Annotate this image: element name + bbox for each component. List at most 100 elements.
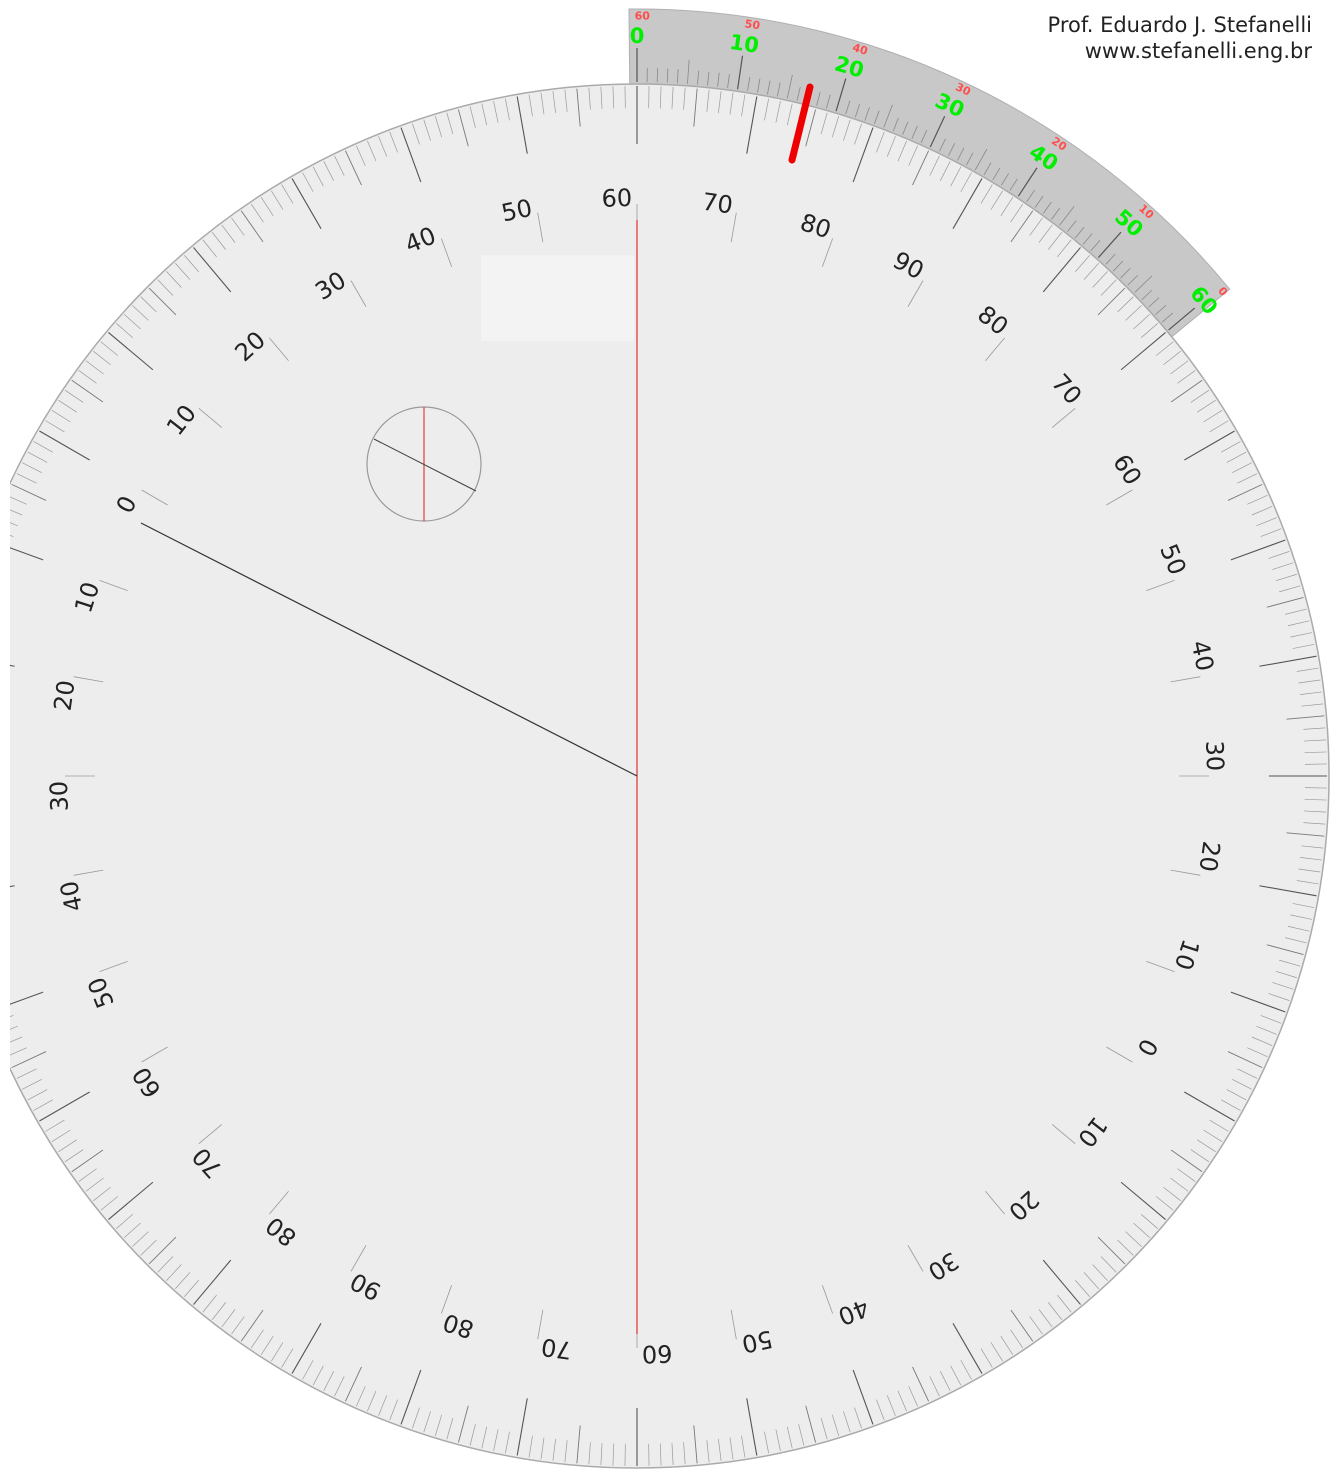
graduation-tick [10, 496, 27, 505]
vernier-tick [939, 138, 946, 152]
graduation-tick [950, 1365, 962, 1386]
vernier-tick [1141, 289, 1153, 301]
graduation-tick [1047, 232, 1063, 250]
vernier-tick [1097, 231, 1122, 258]
graduation-tick [1221, 1099, 1241, 1111]
label-leader-tick [73, 676, 104, 683]
vernier-tick [717, 72, 720, 87]
graduation-tick [1256, 517, 1277, 527]
graduation-tick [10, 1025, 18, 1030]
vernier-tick [1009, 178, 1018, 191]
graduation-tick [1290, 914, 1312, 920]
graduation-tick [1260, 528, 1282, 537]
graduation-tick [741, 1435, 746, 1458]
graduation-tick [1170, 360, 1189, 375]
graduation-tick [1190, 1149, 1210, 1163]
graduation-tick [1275, 573, 1297, 582]
vernier-tick [902, 121, 909, 135]
graduation-tick [0, 563, 2, 570]
label-leader-tick [537, 212, 544, 243]
magnifier-circle[interactable] [366, 406, 482, 522]
vernier-tick [1134, 275, 1153, 293]
graduation-tick [271, 1342, 284, 1362]
graduation-tick [367, 140, 377, 162]
vernier-tick [767, 80, 771, 95]
graduation-tick [576, 88, 581, 127]
vernier-tick [1059, 206, 1075, 226]
label-leader-tick [907, 1245, 924, 1272]
graduation-tick [221, 1309, 236, 1328]
graduation-tick [1057, 1294, 1072, 1313]
vernier-tick [1075, 226, 1085, 239]
graduation-tick [552, 1438, 556, 1461]
graduation-tick [516, 1398, 528, 1456]
graduation-tick [952, 178, 983, 229]
graduation-tick [302, 172, 314, 192]
protractor-label: 40 [1185, 638, 1219, 674]
graduation-tick [1083, 1272, 1099, 1290]
vernier-tick [835, 78, 847, 112]
graduation-tick [0, 982, 2, 989]
graduation-tick [45, 1119, 65, 1132]
graduation-tick [1125, 305, 1142, 321]
graduation-tick [93, 1186, 111, 1202]
graduation-tick [45, 420, 65, 433]
graduation-tick [27, 1089, 48, 1101]
vernier-tick [727, 74, 730, 88]
graduation-tick [108, 1181, 154, 1220]
graduation-tick [1092, 1264, 1108, 1281]
protractor-pointer-line[interactable] [140, 522, 638, 777]
label-leader-tick [141, 489, 168, 506]
graduation-tick [1303, 822, 1326, 825]
label-leader-tick [350, 1245, 367, 1272]
graduation-tick [1038, 224, 1053, 243]
label-leader-tick [1146, 579, 1175, 592]
graduation-tick [10, 522, 18, 527]
vernier-graduations [636, 48, 1196, 331]
graduation-tick [528, 1435, 533, 1458]
graduation-tick [960, 172, 972, 192]
graduation-tick [202, 239, 217, 258]
graduation-tick [540, 1437, 545, 1460]
graduation-tick [446, 112, 454, 134]
graduation-tick [240, 210, 264, 243]
graduation-tick [157, 279, 174, 296]
graduation-tick [1010, 203, 1024, 223]
graduation-tick [1221, 441, 1241, 453]
vernier-tick [776, 82, 781, 97]
red-vernier-indicator[interactable] [788, 83, 814, 164]
graduation-tick [843, 119, 851, 141]
graduation-tick [344, 150, 362, 186]
graduation-tick [1155, 341, 1174, 356]
graduation-tick [1251, 506, 1273, 516]
graduation-tick [33, 1099, 53, 1111]
graduation-tick [1184, 1091, 1235, 1122]
protractor-label: 60 [641, 1339, 673, 1368]
graduation-tick [400, 1369, 422, 1425]
graduation-tick [231, 1316, 245, 1335]
graduation-tick [260, 197, 274, 216]
graduation-tick [27, 451, 48, 463]
graduation-tick [706, 1440, 710, 1463]
vernier-major-label: 0 [630, 24, 645, 48]
graduation-tick [1226, 451, 1247, 463]
graduation-tick [1301, 845, 1324, 849]
graduation-tick [1184, 430, 1235, 461]
protractor-label: 30 [45, 780, 74, 812]
graduation-tick [504, 1431, 510, 1454]
graduation-tick [281, 184, 294, 204]
graduation-tick [775, 1429, 781, 1451]
graduation-tick [588, 1442, 591, 1465]
graduation-tick [1047, 1302, 1063, 1320]
graduation-tick [600, 86, 603, 109]
graduation-tick [876, 131, 885, 153]
graduation-tick [116, 1213, 134, 1229]
protractor-disc [10, 83, 1330, 1469]
graduation-tick [1209, 420, 1229, 433]
graduation-tick [1232, 1078, 1252, 1090]
blank-rectangle [481, 255, 634, 341]
graduation-tick [786, 1426, 793, 1449]
graduation-tick [1287, 620, 1310, 627]
graduation-tick [0, 597, 7, 607]
vernier-tick [920, 129, 928, 143]
